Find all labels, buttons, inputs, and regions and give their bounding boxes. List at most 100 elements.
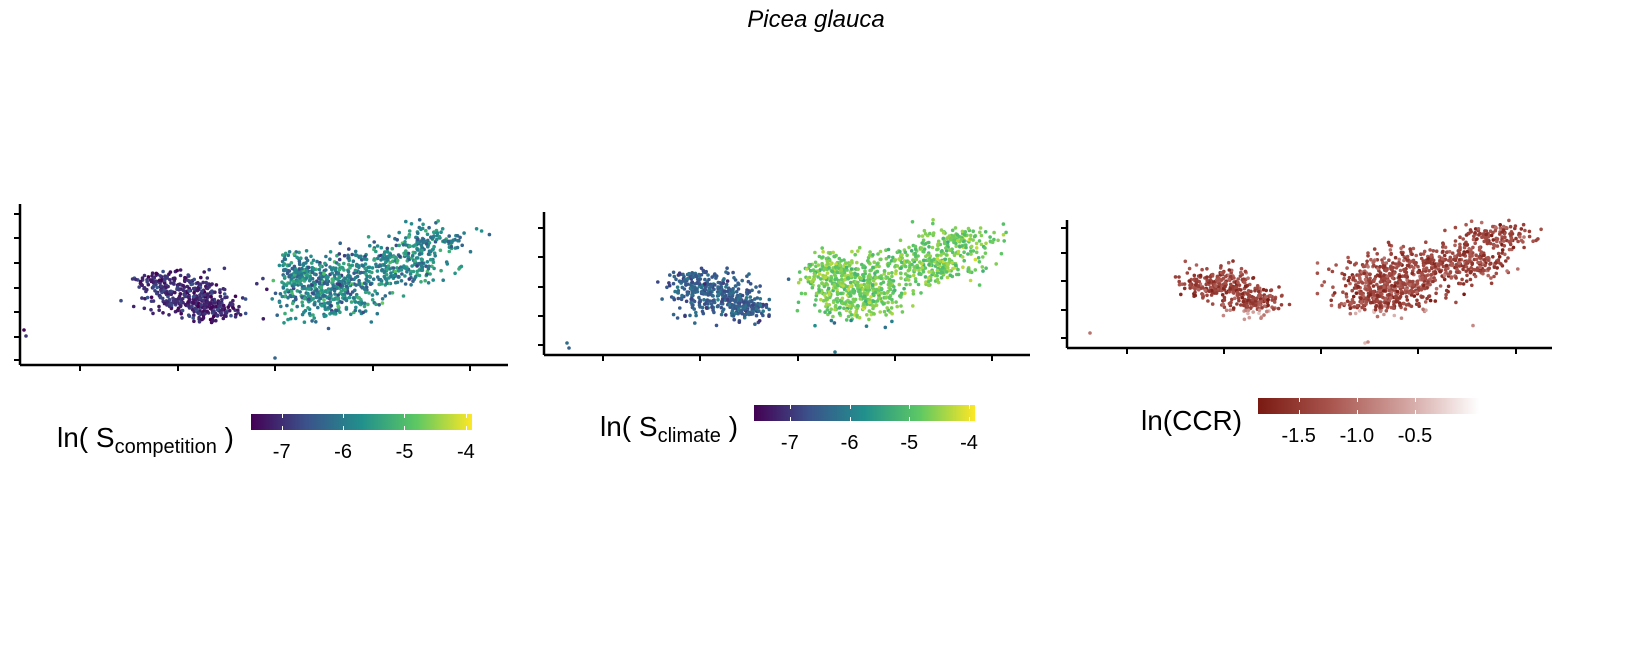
data-point <box>354 275 358 280</box>
data-point <box>875 262 880 266</box>
data-point <box>868 250 872 254</box>
data-point <box>981 255 985 259</box>
data-point <box>209 305 214 310</box>
data-point <box>1387 258 1391 262</box>
data-point <box>1402 267 1407 272</box>
data-point <box>924 280 928 284</box>
scatter-plot-ccr <box>1061 218 1552 354</box>
axes <box>538 212 1030 361</box>
data-point <box>961 265 965 269</box>
data-point <box>1342 273 1347 277</box>
data-point <box>724 313 728 317</box>
data-point <box>695 280 700 285</box>
data-point <box>850 303 855 308</box>
data-point <box>1455 267 1459 272</box>
data-point <box>1419 256 1424 261</box>
data-point <box>299 256 303 260</box>
data-point <box>343 276 348 281</box>
data-point <box>691 303 695 307</box>
data-point <box>1492 265 1497 269</box>
data-point <box>1210 302 1215 306</box>
data-point <box>1385 274 1389 279</box>
data-point <box>145 280 149 284</box>
data-point <box>1384 261 1389 265</box>
data-point <box>307 287 312 291</box>
data-point <box>1473 274 1478 279</box>
data-point <box>407 234 411 239</box>
data-point <box>421 222 425 227</box>
data-point <box>671 312 676 317</box>
data-point <box>362 301 367 306</box>
data-point <box>223 310 228 315</box>
data-point <box>349 277 354 281</box>
data-point <box>1395 289 1400 294</box>
data-point <box>1491 230 1495 235</box>
data-point <box>1349 301 1354 305</box>
data-point <box>322 314 327 318</box>
data-point <box>357 265 361 270</box>
data-point <box>882 269 887 273</box>
data-point <box>1203 288 1207 292</box>
data-point <box>474 227 479 231</box>
data-point <box>857 289 861 294</box>
data-point <box>320 290 325 295</box>
data-point <box>154 271 159 276</box>
data-point <box>1397 257 1401 262</box>
data-point <box>366 302 370 307</box>
data-point <box>786 277 791 281</box>
data-point <box>858 297 863 301</box>
data-point <box>700 290 704 295</box>
data-point <box>948 238 953 242</box>
data-point <box>342 261 346 266</box>
data-point <box>1223 284 1227 289</box>
data-point <box>395 280 400 285</box>
data-point <box>1508 224 1513 229</box>
data-point <box>1344 292 1349 296</box>
data-point <box>688 313 692 318</box>
data-point <box>835 270 840 275</box>
data-point <box>810 285 815 290</box>
data-point <box>974 241 979 246</box>
data-point <box>689 300 693 305</box>
data-point <box>730 298 734 302</box>
data-point <box>565 341 569 345</box>
data-point <box>822 267 827 272</box>
data-point <box>845 268 849 272</box>
data-point <box>1373 307 1378 312</box>
data-point <box>923 232 928 236</box>
data-point <box>1378 280 1383 284</box>
data-point <box>1371 289 1376 294</box>
data-point <box>407 277 412 281</box>
data-point <box>969 249 973 253</box>
data-point <box>1352 262 1357 267</box>
data-point <box>1389 296 1393 300</box>
data-point <box>1422 249 1427 254</box>
data-point <box>354 305 358 310</box>
data-point <box>1477 233 1481 237</box>
data-point <box>399 265 403 269</box>
data-point <box>856 283 860 288</box>
data-point <box>948 248 952 252</box>
data-point <box>426 267 431 271</box>
data-point <box>1205 278 1209 282</box>
data-point <box>736 301 741 305</box>
data-point <box>1329 298 1333 303</box>
data-point <box>943 257 948 262</box>
data-point <box>1415 298 1419 303</box>
data-point <box>840 280 845 285</box>
data-point <box>849 313 854 317</box>
data-point <box>22 328 26 332</box>
data-point <box>304 249 309 253</box>
data-point <box>899 266 903 270</box>
data-point <box>331 266 336 270</box>
data-point <box>809 279 814 284</box>
data-point <box>1516 239 1520 244</box>
data-point <box>348 266 352 270</box>
data-point <box>181 288 186 293</box>
data-point <box>833 274 838 278</box>
data-point <box>724 285 728 289</box>
data-point <box>371 277 376 281</box>
data-point <box>1270 298 1274 302</box>
data-point <box>886 300 890 305</box>
data-point <box>921 238 926 242</box>
